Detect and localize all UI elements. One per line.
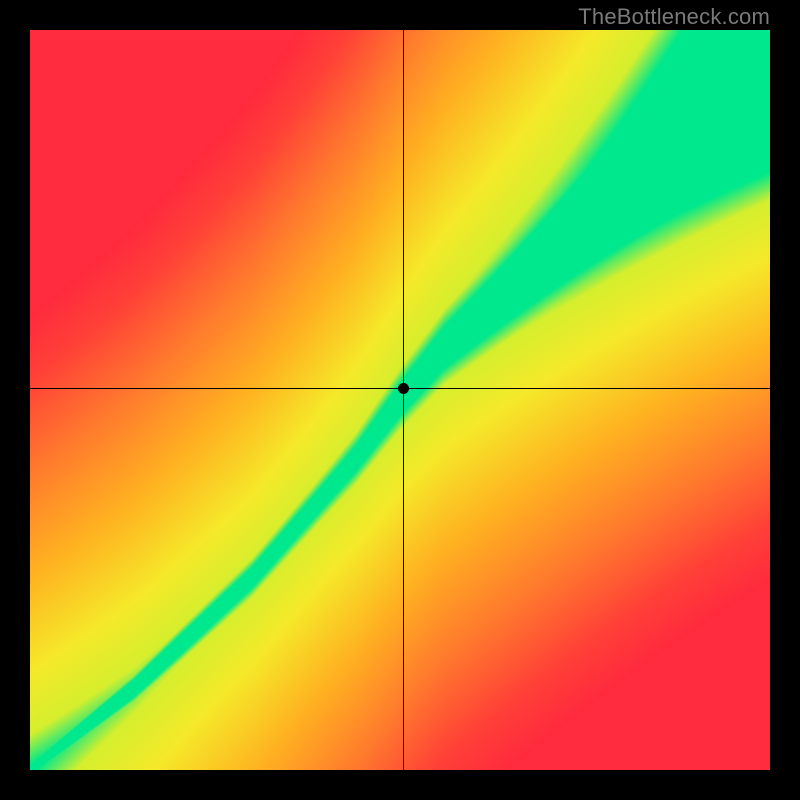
crosshair-marker [398, 383, 409, 394]
heatmap-plot [30, 30, 770, 770]
crosshair-vertical [403, 30, 404, 770]
figure-root: TheBottleneck.com [0, 0, 800, 800]
watermark-text: TheBottleneck.com [578, 4, 770, 30]
heatmap-canvas [30, 30, 770, 770]
